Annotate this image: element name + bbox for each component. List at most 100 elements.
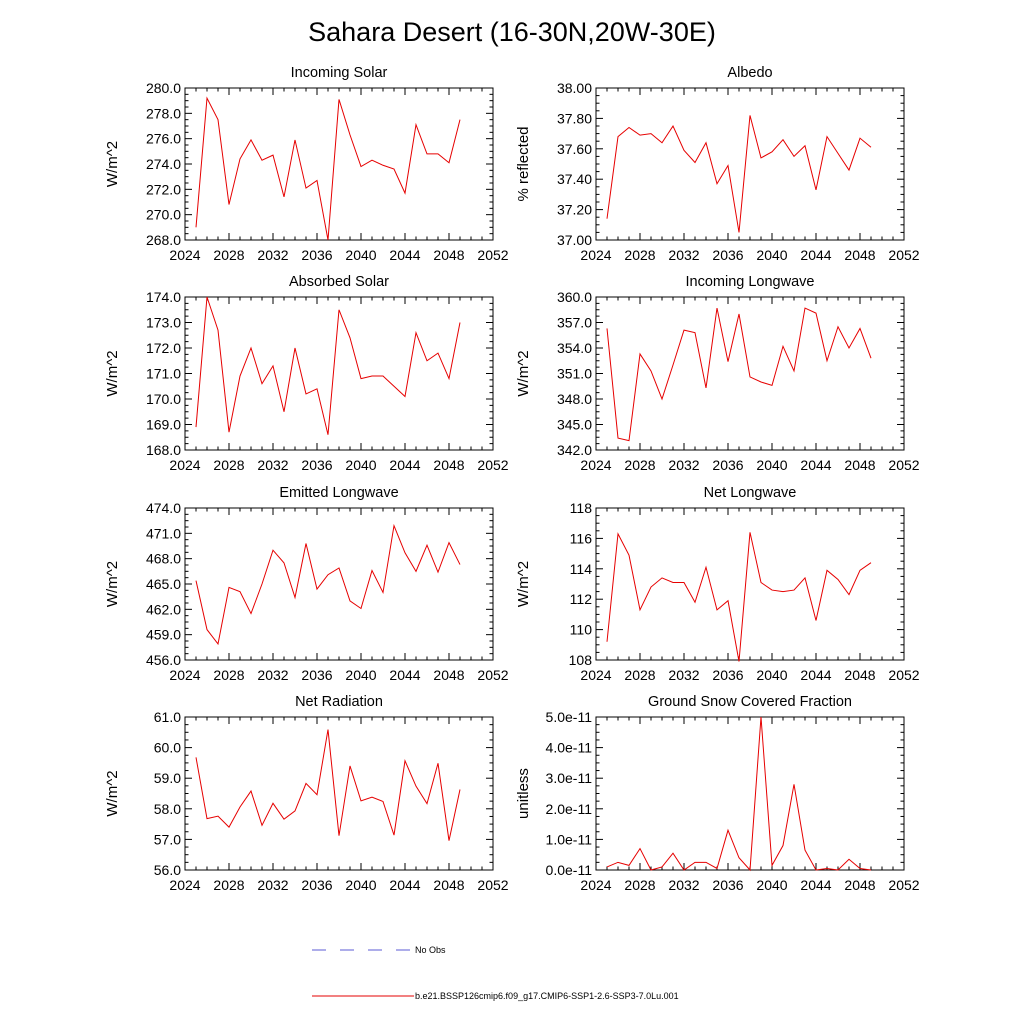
y-tick-label: 108 <box>569 652 593 668</box>
series-line <box>195 729 461 841</box>
y-tick-label: 116 <box>570 530 593 546</box>
y-axis-label: unitless <box>515 768 532 819</box>
y-tick-label: 474.0 <box>146 500 181 516</box>
x-tick-label: 2048 <box>433 247 464 263</box>
x-tick-label: 2036 <box>301 877 332 893</box>
x-tick-label: 2036 <box>301 667 332 683</box>
x-tick-label: 2052 <box>888 457 919 473</box>
panel-7: Net Radiation W/m^2 2024 2028 2032 2036 2040 20… <box>104 694 509 893</box>
x-tick-label: 2036 <box>712 667 743 683</box>
x-tick-label: 2036 <box>712 247 743 263</box>
plot-frame <box>184 507 494 661</box>
y-tick-label: 462.0 <box>146 601 181 617</box>
x-tick-label: 2040 <box>756 457 787 473</box>
series-line <box>195 523 461 646</box>
x-tick-label: 2028 <box>213 877 244 893</box>
series-line <box>606 532 872 662</box>
panel-4: Incoming Longwave W/m^2 2024 2028 2032 2036 20… <box>515 274 920 473</box>
y-tick-label: 174.0 <box>146 289 181 305</box>
y-tick-label: 274.0 <box>146 156 181 172</box>
y-tick-label: 37.20 <box>557 202 592 218</box>
legend: No Obs b.e21.BSSP126cmip6.f09_g17.CMIP6-… <box>312 945 679 1001</box>
panels-group: Incoming Solar W/m^2 2024 2028 2032 2036 2040 2… <box>104 65 920 893</box>
plot-frame <box>595 87 905 241</box>
y-tick-label: 173.0 <box>146 315 181 331</box>
x-tick-label: 2032 <box>257 247 288 263</box>
plot-frame <box>184 87 494 241</box>
x-tick-label: 2048 <box>844 667 875 683</box>
x-tick-label: 2024 <box>580 667 611 683</box>
y-tick-label: 360.0 <box>557 289 592 305</box>
panel-title: Incoming Longwave <box>686 274 815 290</box>
y-axis-label: W/m^2 <box>515 561 532 607</box>
plot-frame <box>595 716 905 871</box>
x-tick-label: 2052 <box>477 247 508 263</box>
y-tick-label: 1.0e-11 <box>546 831 593 847</box>
y-tick-label: 168.0 <box>146 442 181 458</box>
x-tick-label: 2036 <box>712 457 743 473</box>
x-tick-label: 2032 <box>668 247 699 263</box>
y-tick-label: 172.0 <box>146 340 181 356</box>
y-axis-label: % reflected <box>515 126 532 201</box>
y-tick-label: 459.0 <box>146 627 181 643</box>
panel-6: Net Longwave W/m^2 2024 2028 2032 2036 2040 204… <box>515 485 920 683</box>
y-tick-label: 37.60 <box>557 141 592 157</box>
figure-title: Sahara Desert (16-30N,20W-30E) <box>308 17 716 47</box>
x-tick-label: 2052 <box>477 877 508 893</box>
y-tick-label: 345.0 <box>557 417 592 433</box>
x-tick-label: 2032 <box>257 667 288 683</box>
x-tick-label: 2024 <box>580 877 611 893</box>
x-tick-label: 2024 <box>169 457 200 473</box>
x-tick-label: 2024 <box>169 877 200 893</box>
x-tick-label: 2052 <box>888 667 919 683</box>
x-tick-label: 2032 <box>257 877 288 893</box>
x-tick-label: 2044 <box>389 457 420 473</box>
x-tick-label: 2032 <box>668 877 699 893</box>
x-tick-label: 2032 <box>668 667 699 683</box>
panel-title: Ground Snow Covered Fraction <box>648 694 852 710</box>
y-tick-label: 465.0 <box>146 576 181 592</box>
x-tick-label: 2044 <box>389 247 420 263</box>
x-tick-label: 2048 <box>844 457 875 473</box>
y-tick-label: 272.0 <box>146 181 181 197</box>
y-tick-label: 2.0e-11 <box>546 801 593 817</box>
x-tick-label: 2024 <box>169 667 200 683</box>
x-tick-label: 2040 <box>756 667 787 683</box>
y-tick-label: 118 <box>570 500 593 516</box>
y-tick-label: 468.0 <box>146 551 181 567</box>
x-tick-label: 2052 <box>888 247 919 263</box>
panel-title: Incoming Solar <box>291 65 388 81</box>
panel-2: Albedo % reflected 2024 2028 2032 2036 2040 204… <box>515 65 920 263</box>
x-tick-label: 2044 <box>800 247 831 263</box>
x-tick-label: 2024 <box>580 247 611 263</box>
y-tick-label: 56.0 <box>154 862 181 878</box>
x-tick-label: 2024 <box>169 247 200 263</box>
x-tick-label: 2028 <box>624 667 655 683</box>
y-tick-label: 351.0 <box>557 366 592 382</box>
y-axis-label: W/m^2 <box>104 770 121 816</box>
y-tick-label: 348.0 <box>557 391 592 407</box>
y-tick-label: 114 <box>570 561 593 577</box>
x-tick-label: 2048 <box>844 247 875 263</box>
legend-model-label: b.e21.BSSP126cmip6.f09_g17.CMIP6-SSP1-2.… <box>415 991 679 1001</box>
panel-title: Albedo <box>727 65 772 81</box>
y-tick-label: 38.00 <box>557 80 592 96</box>
y-tick-label: 268.0 <box>146 232 181 248</box>
series-line <box>195 96 461 241</box>
plot-frame <box>184 716 494 871</box>
x-tick-label: 2052 <box>888 877 919 893</box>
series-line <box>606 115 872 233</box>
x-tick-label: 2040 <box>756 247 787 263</box>
x-tick-label: 2048 <box>433 457 464 473</box>
x-tick-label: 2052 <box>477 457 508 473</box>
x-tick-label: 2032 <box>257 457 288 473</box>
y-tick-label: 0.0e-11 <box>546 862 593 878</box>
x-tick-label: 2028 <box>624 877 655 893</box>
y-tick-label: 170.0 <box>146 391 181 407</box>
panel-3: Absorbed Solar W/m^2 2024 2028 2032 2036 2040 2… <box>104 274 509 473</box>
x-tick-label: 2044 <box>800 457 831 473</box>
y-tick-label: 171.0 <box>146 366 181 382</box>
y-tick-label: 270.0 <box>146 207 181 223</box>
y-tick-label: 59.0 <box>154 770 181 786</box>
